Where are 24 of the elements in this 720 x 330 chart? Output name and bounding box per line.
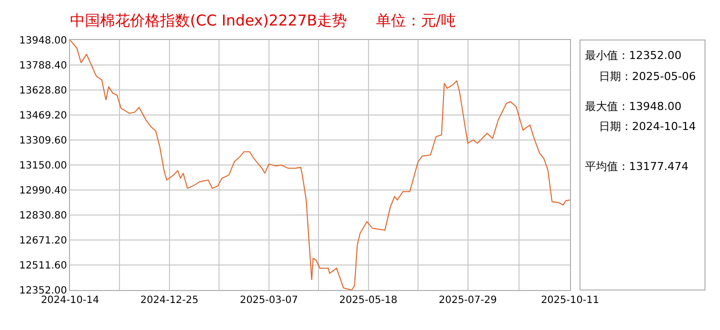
y-tick-label: 12511.60 xyxy=(19,260,67,272)
y-tick-label: 13309.60 xyxy=(19,136,67,146)
x-tick-label: 2024-12-25 xyxy=(140,295,199,306)
x-tick-label: 2024-10-14 xyxy=(40,295,100,306)
y-tick-label: 12671.20 xyxy=(19,236,67,246)
y-tick-label: 12990.40 xyxy=(19,186,67,196)
x-tick-label: 2025-07-29 xyxy=(438,295,497,306)
y-tick-label: 13469.20 xyxy=(19,110,67,122)
text: 日期：2024-10-14 xyxy=(599,120,696,133)
x-tick-label: 2025-10-11 xyxy=(540,295,600,306)
text: 最小值：12352.00 xyxy=(585,49,682,62)
text: 日期：2025-05-06 xyxy=(599,70,696,83)
y-tick-label: 13788.40 xyxy=(19,60,67,72)
y-tick-label: 13150.00 xyxy=(19,160,67,172)
y-tick-label: 13948.00 xyxy=(19,36,67,46)
line-series xyxy=(70,40,570,290)
x-tick-label: 2025-05-18 xyxy=(339,295,398,306)
y-tick-label: 12352.00 xyxy=(19,286,67,296)
text: 最大值：13948.00 xyxy=(585,100,682,113)
x-tick-label: 2025-03-07 xyxy=(240,295,298,306)
chart-title: 中国棉花价格指数(CC Index)2227B走势 单位：元/吨 xyxy=(70,11,456,30)
y-tick-label: 13628.80 xyxy=(19,86,67,96)
y-tick-label: 12830.80 xyxy=(19,210,67,222)
text: 平均值：13177.474 xyxy=(585,160,688,173)
